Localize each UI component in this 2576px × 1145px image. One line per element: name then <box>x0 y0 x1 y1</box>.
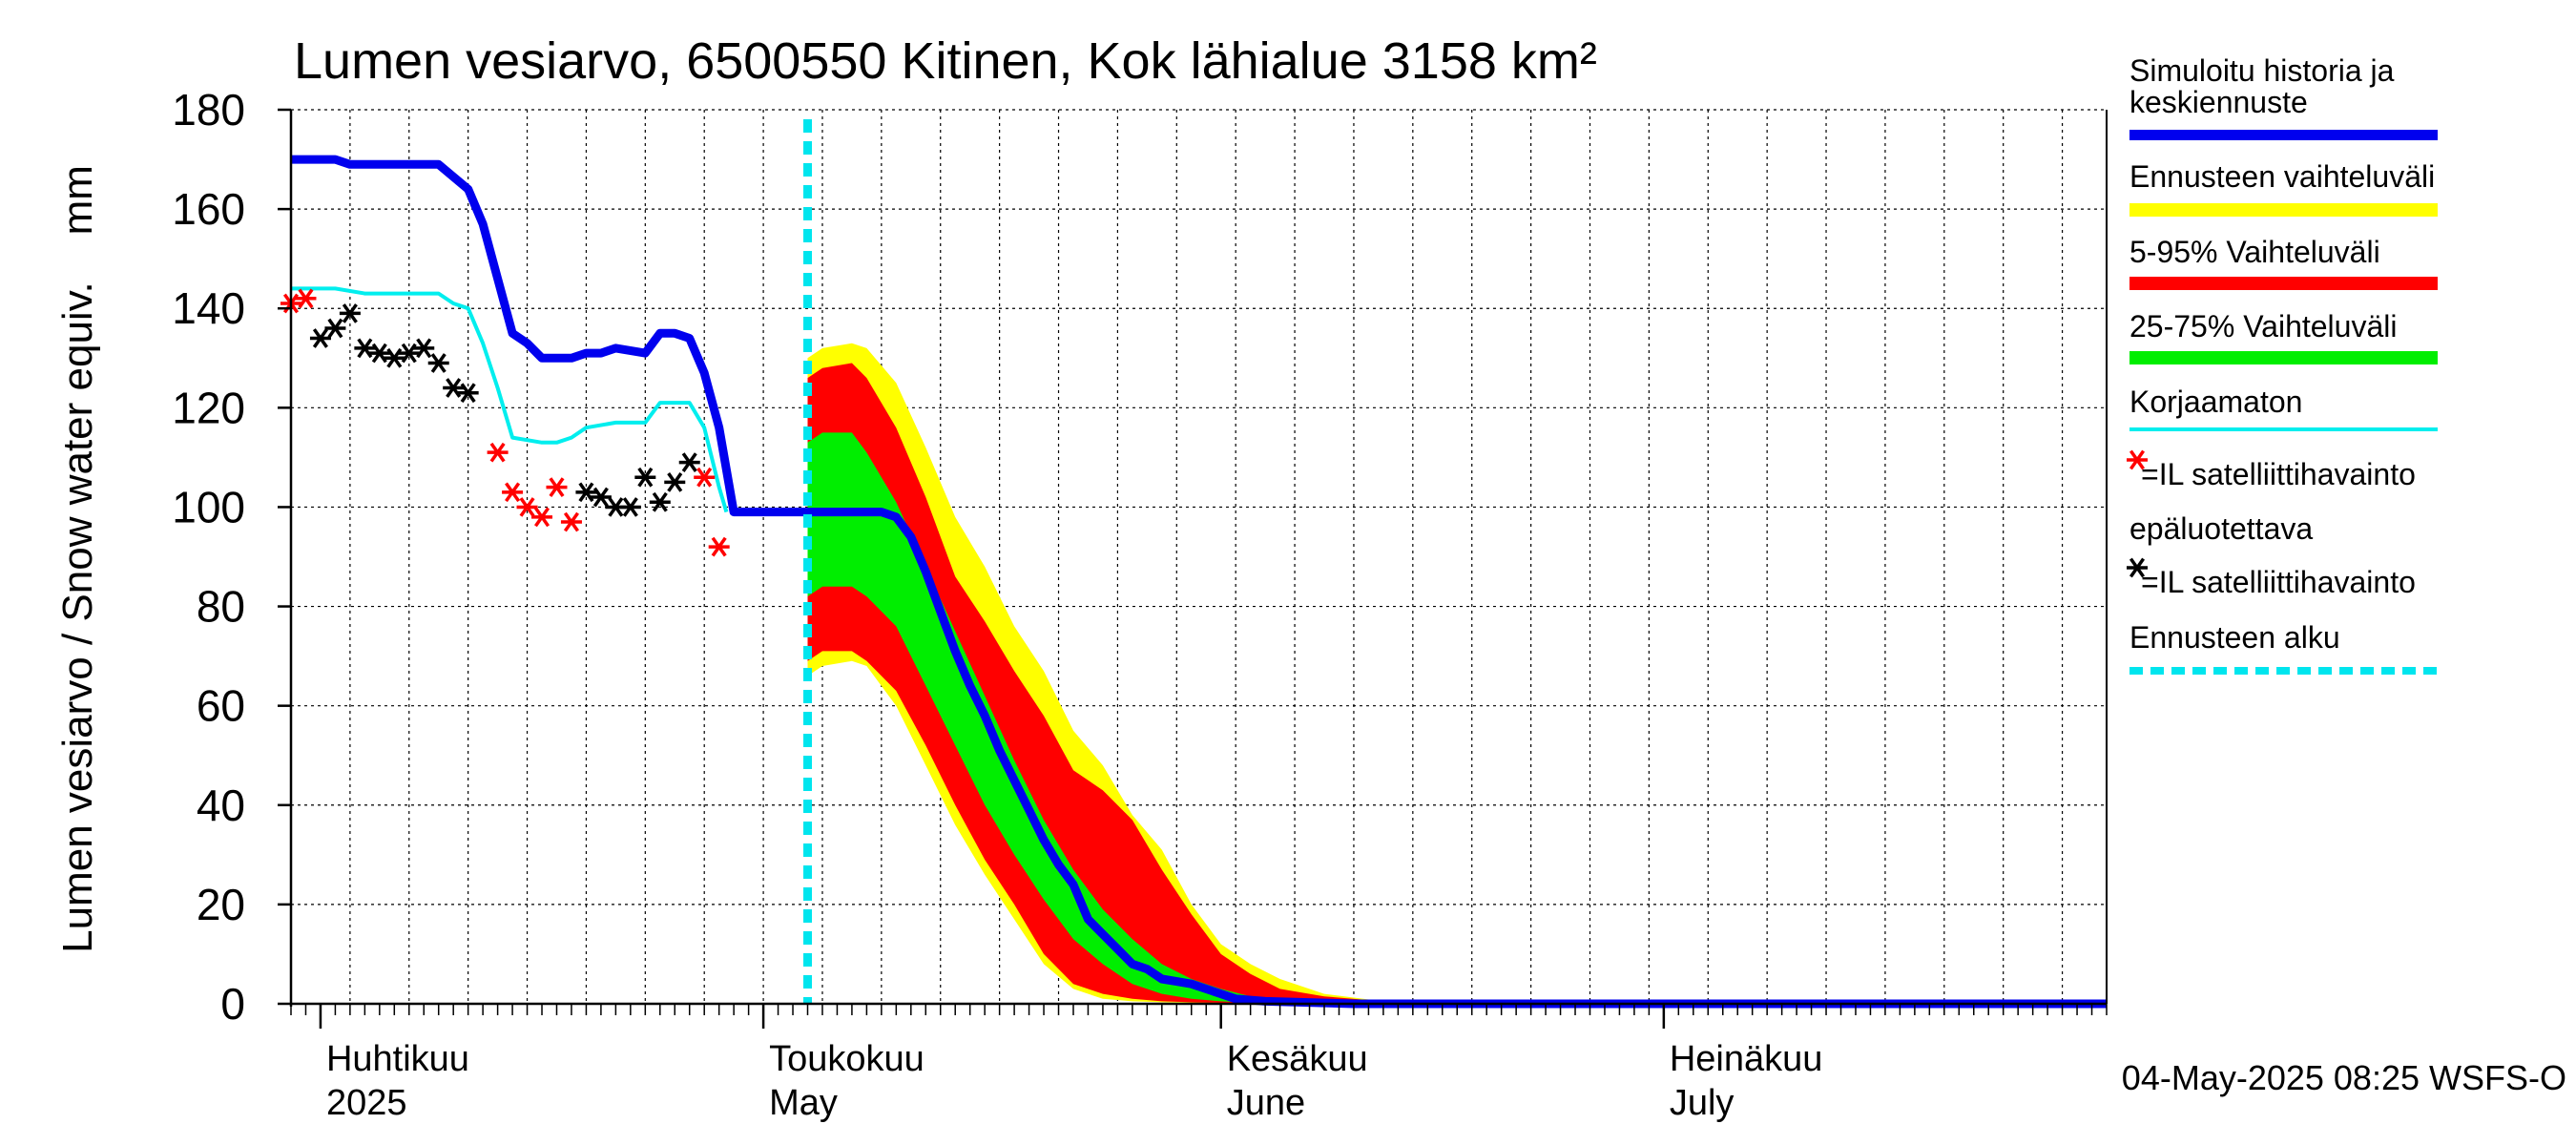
observation-marker <box>339 303 361 323</box>
observation-marker <box>457 383 479 404</box>
y-tick-label: 20 <box>197 880 245 929</box>
x-month-sublabel: 2025 <box>326 1083 407 1123</box>
y-axis-label: Lumen vesiarvo / Snow water equiv. mm <box>54 165 101 953</box>
legend-label: epäluotettava <box>2129 511 2313 546</box>
legend-label: 5-95% Vaihteluväli <box>2129 235 2380 269</box>
observation-marker <box>427 353 449 373</box>
legend-swatch <box>2129 203 2438 217</box>
x-month-label: Huhtikuu <box>326 1039 469 1079</box>
observation-marker <box>309 328 331 348</box>
uncorrected-line <box>291 286 729 513</box>
observation-marker <box>324 318 346 339</box>
unreliable-observation-marker <box>516 497 538 517</box>
x-month-label: Kesäkuu <box>1227 1039 1368 1079</box>
observation-marker <box>619 497 641 517</box>
x-month-sublabel: July <box>1670 1083 1735 1123</box>
legend-label: Simuloitu historia ja <box>2129 53 2395 88</box>
observation-marker <box>443 378 465 398</box>
observation-marker <box>413 338 435 359</box>
unreliable-observation-marker <box>694 467 716 488</box>
series-lines <box>291 119 2107 1009</box>
y-tick-label: 100 <box>172 482 245 531</box>
grid <box>290 109 2107 1005</box>
legend-marker <box>2127 449 2148 470</box>
x-month-sublabel: May <box>769 1083 838 1123</box>
unreliable-observation-marker <box>531 507 553 528</box>
legend-marker <box>2127 557 2148 578</box>
observation-marker <box>354 338 376 359</box>
y-tick-label: 140 <box>172 283 245 333</box>
forecast-bands <box>807 343 1443 1004</box>
y-tick-label: 40 <box>197 781 245 830</box>
observation-marker <box>678 452 700 472</box>
y-tick-label: 60 <box>197 681 245 731</box>
legend-label: 25-75% Vaihteluväli <box>2129 309 2397 344</box>
band-ennusteen-vaihteluv-li <box>807 343 1443 1004</box>
legend-label: =IL satelliittihavainto <box>2141 457 2416 491</box>
unreliable-observation-marker <box>295 288 317 309</box>
legend-label: Ennusteen alku <box>2129 620 2340 655</box>
x-month-label: Toukokuu <box>769 1039 924 1079</box>
legend-label: =IL satelliittihavainto <box>2141 565 2416 599</box>
y-tick-label: 0 <box>220 979 245 1029</box>
legend-swatch <box>2129 351 2438 364</box>
simulated-mean-line <box>291 155 2107 1009</box>
x-month-label: Heinäkuu <box>1670 1039 1823 1079</box>
legend-swatch <box>2129 427 2438 431</box>
observation-marker <box>634 467 656 488</box>
unreliable-observation-marker <box>560 511 582 532</box>
legend-swatch <box>2129 130 2438 140</box>
chart-title: Lumen vesiarvo, 6500550 Kitinen, Kok läh… <box>294 32 1597 90</box>
unreliable-observation-marker <box>502 482 524 503</box>
observation-marker <box>590 487 612 508</box>
band-25-75-vaihteluv-li <box>807 432 1383 1004</box>
legend-label: keskiennuste <box>2129 85 2308 119</box>
observation-marker <box>384 347 405 368</box>
x-month-sublabel: June <box>1227 1083 1305 1123</box>
legend-swatch <box>2129 277 2438 290</box>
observation-marker <box>664 472 686 492</box>
y-tick-label: 160 <box>172 184 245 234</box>
unreliable-observation-marker <box>487 442 509 463</box>
observation-marker <box>649 491 671 512</box>
unreliable-observation-marker <box>708 536 730 557</box>
observation-marker <box>398 343 420 364</box>
unreliable-observation-marker <box>546 477 568 497</box>
legend-label: Korjaamaton <box>2129 385 2302 419</box>
observation-markers <box>280 288 730 557</box>
footer-timestamp: 04-May-2025 08:25 WSFS-O <box>2122 1058 2566 1097</box>
legend-label: Ennusteen vaihteluväli <box>2129 159 2435 194</box>
observation-marker <box>575 482 597 503</box>
y-tick-label: 120 <box>172 383 245 432</box>
y-tick-label: 180 <box>172 85 245 135</box>
y-tick-label: 80 <box>197 582 245 632</box>
observation-marker <box>368 343 390 364</box>
